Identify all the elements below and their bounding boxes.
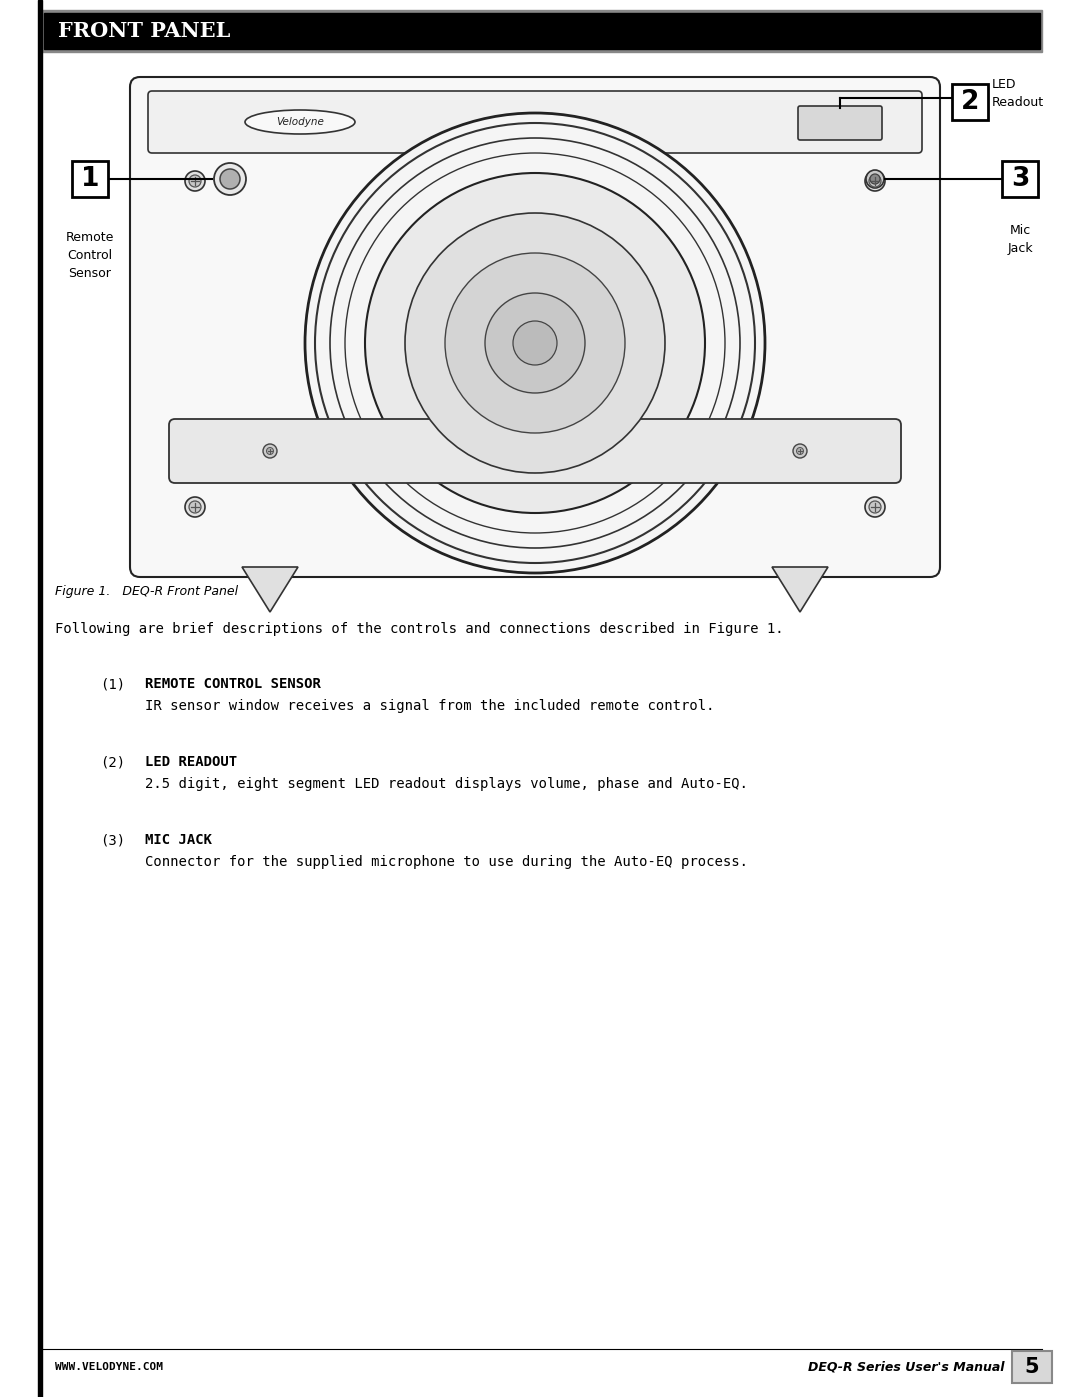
Text: Velodyne: Velodyne	[276, 117, 324, 127]
Text: (3): (3)	[100, 833, 125, 847]
FancyBboxPatch shape	[168, 419, 901, 483]
Text: REMOTE CONTROL SENSOR: REMOTE CONTROL SENSOR	[145, 678, 321, 692]
Circle shape	[513, 321, 557, 365]
Text: Remote
Control
Sensor: Remote Control Sensor	[66, 231, 114, 279]
Bar	[72, 161, 108, 197]
Bar	[1002, 161, 1038, 197]
Text: Figure 1.   DEQ-R Front Panel: Figure 1. DEQ-R Front Panel	[55, 585, 238, 598]
FancyBboxPatch shape	[798, 106, 882, 140]
Circle shape	[405, 212, 665, 474]
Text: Connector for the supplied microphone to use during the Auto-EQ process.: Connector for the supplied microphone to…	[145, 855, 748, 869]
Circle shape	[793, 444, 807, 458]
Circle shape	[870, 175, 880, 184]
Circle shape	[189, 502, 201, 513]
Circle shape	[185, 170, 205, 191]
Ellipse shape	[245, 110, 355, 134]
Bar	[951, 84, 988, 120]
Circle shape	[365, 173, 705, 513]
Circle shape	[869, 502, 881, 513]
Circle shape	[220, 169, 240, 189]
Polygon shape	[772, 567, 828, 612]
Circle shape	[865, 497, 885, 517]
Text: Following are brief descriptions of the controls and connections described in Fi: Following are brief descriptions of the …	[55, 622, 784, 636]
Text: 5: 5	[1025, 1356, 1039, 1377]
FancyBboxPatch shape	[130, 77, 940, 577]
Text: MIC JACK: MIC JACK	[145, 833, 212, 847]
Text: (1): (1)	[100, 678, 125, 692]
Bar	[1012, 1351, 1052, 1383]
Circle shape	[869, 175, 881, 187]
Circle shape	[264, 444, 276, 458]
Text: DEQ-R Series User's Manual: DEQ-R Series User's Manual	[808, 1361, 1004, 1373]
Bar	[44, 13, 1040, 49]
Text: 1: 1	[81, 166, 99, 191]
Text: IR sensor window receives a signal from the included remote control.: IR sensor window receives a signal from …	[145, 698, 715, 712]
Circle shape	[866, 170, 885, 189]
Circle shape	[445, 253, 625, 433]
Circle shape	[267, 447, 273, 454]
Circle shape	[797, 447, 804, 454]
Circle shape	[189, 175, 201, 187]
Circle shape	[865, 170, 885, 191]
Text: Mic
Jack: Mic Jack	[1008, 224, 1032, 256]
FancyBboxPatch shape	[148, 91, 922, 154]
Text: 2: 2	[961, 89, 980, 115]
Text: FRONT PANEL: FRONT PANEL	[58, 21, 230, 41]
Text: (2): (2)	[100, 754, 125, 768]
Text: WWW.VELODYNE.COM: WWW.VELODYNE.COM	[55, 1362, 163, 1372]
Text: 2.5 digit, eight segment LED readout displays volume, phase and Auto-EQ.: 2.5 digit, eight segment LED readout dis…	[145, 777, 748, 791]
Text: 3: 3	[1011, 166, 1029, 191]
Bar	[38, 0, 42, 1397]
Circle shape	[214, 163, 246, 196]
Polygon shape	[242, 567, 298, 612]
Bar	[42, 10, 1042, 52]
Text: LED
Readout: LED Readout	[993, 78, 1044, 109]
Circle shape	[485, 293, 585, 393]
Circle shape	[185, 497, 205, 517]
Text: LED READOUT: LED READOUT	[145, 754, 238, 768]
Circle shape	[305, 113, 765, 573]
